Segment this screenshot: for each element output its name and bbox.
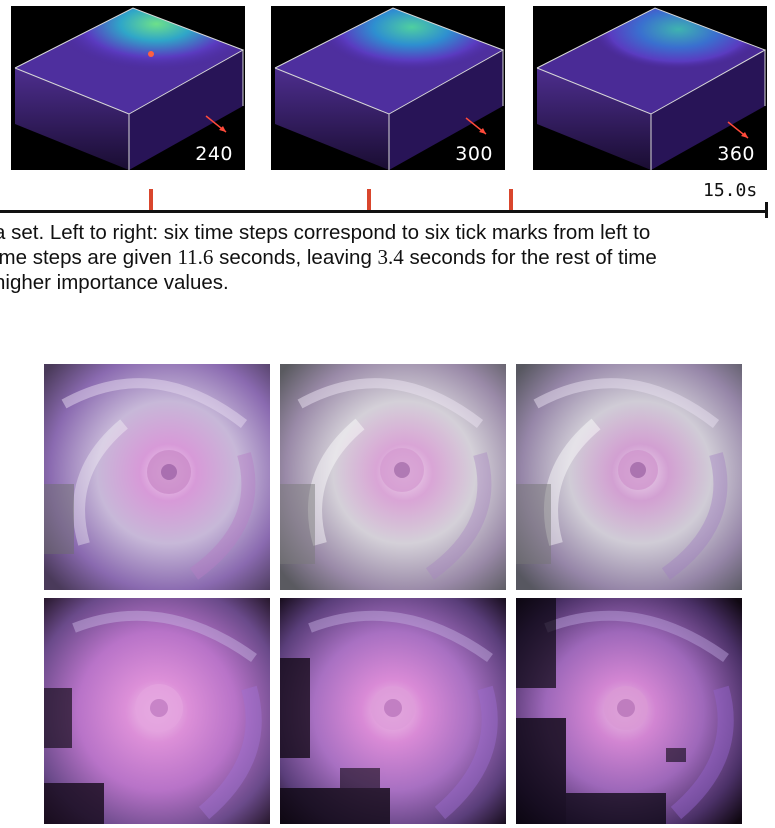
timeline-axis <box>0 210 767 213</box>
caption-line: higher importance values. <box>0 271 229 294</box>
timeline-tick <box>509 189 513 210</box>
volume-render-240 <box>14 7 245 170</box>
caption-text: seconds for the rest of time <box>403 246 657 269</box>
timeline-tick <box>367 189 371 210</box>
volume-panel-240: 240 <box>11 6 245 170</box>
volume-render-300 <box>274 7 505 170</box>
figure-caption: a set. Left to right: six time steps cor… <box>0 220 775 295</box>
timeline-tick <box>149 189 153 210</box>
volume-panel-300: 300 <box>271 6 505 170</box>
time-step-label: 240 <box>195 143 233 165</box>
volume-render-360 <box>536 7 767 170</box>
caption-line: ime steps are given 11.6 seconds, leavin… <box>0 245 775 270</box>
hurricane-image <box>280 364 506 590</box>
caption-number: 3.4 <box>377 245 404 269</box>
time-step-label: 300 <box>455 143 493 165</box>
caption-number: 11.6 <box>177 245 214 269</box>
volume-panel-360: 360 <box>533 6 767 170</box>
time-step-label: 360 <box>717 143 755 165</box>
hurricane-image <box>44 598 270 824</box>
caption-text: seconds, leaving <box>213 246 378 269</box>
hurricane-image <box>280 598 506 824</box>
caption-line: a set. Left to right: six time steps cor… <box>0 221 651 244</box>
timeline-end-label: 15.0s <box>703 180 758 201</box>
hurricane-image <box>516 598 742 824</box>
timeline-end-mark <box>765 202 768 218</box>
hurricane-image <box>516 364 742 590</box>
caption-text: ime steps are given <box>0 246 178 269</box>
hurricane-image <box>44 364 270 590</box>
